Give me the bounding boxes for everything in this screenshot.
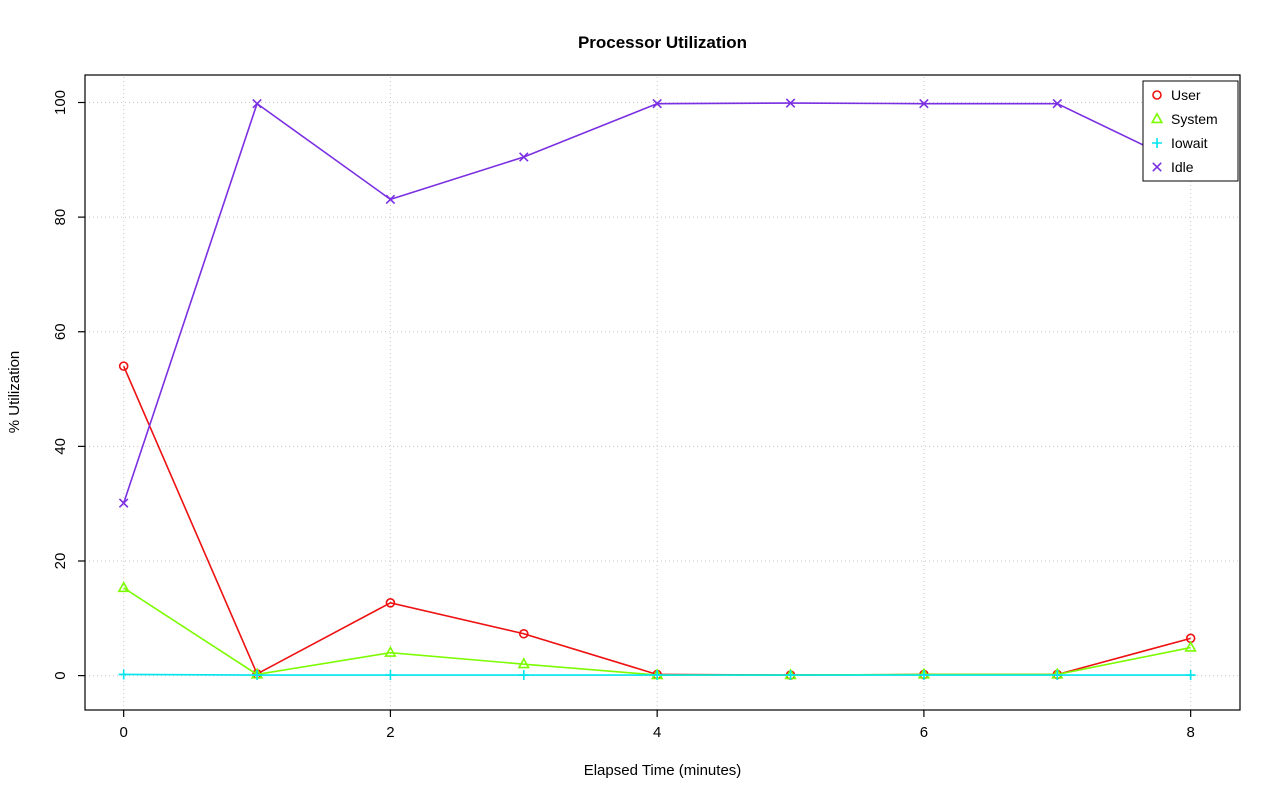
axis-ticks <box>78 101 1192 717</box>
y-tick-label: 40 <box>52 438 69 455</box>
series-iowait <box>118 669 1196 681</box>
y-tick-label: 80 <box>52 209 69 226</box>
x-tick-label: 0 <box>120 724 128 741</box>
legend-marker-iowait <box>1152 138 1162 148</box>
chart-title: Processor Utilization <box>577 33 748 52</box>
x-axis-label: Elapsed Time (minutes) <box>583 762 742 779</box>
legend-label-idle: Idle <box>1171 159 1194 175</box>
y-axis-label: % Utilization <box>6 350 23 434</box>
plot-border <box>84 74 1241 711</box>
legend-marker-user <box>1152 90 1162 100</box>
legend-marker-system <box>1150 112 1164 124</box>
y-tick-label: 60 <box>52 323 69 340</box>
y-tick-label: 100 <box>52 90 69 115</box>
y-tick-label: 0 <box>52 671 69 679</box>
y-tick-label: 20 <box>52 553 69 570</box>
grid-lines <box>85 75 1240 710</box>
legend-label-user: User <box>1171 87 1201 103</box>
x-tick-label: 6 <box>920 724 928 741</box>
x-tick-label: 4 <box>653 724 661 741</box>
legend-label-system: System <box>1171 111 1218 127</box>
x-tick-label: 8 <box>1186 724 1194 741</box>
legend-label-iowait: Iowait <box>1171 135 1208 151</box>
legend-marker-idle <box>1152 162 1162 172</box>
x-tick-label: 2 <box>386 724 394 741</box>
